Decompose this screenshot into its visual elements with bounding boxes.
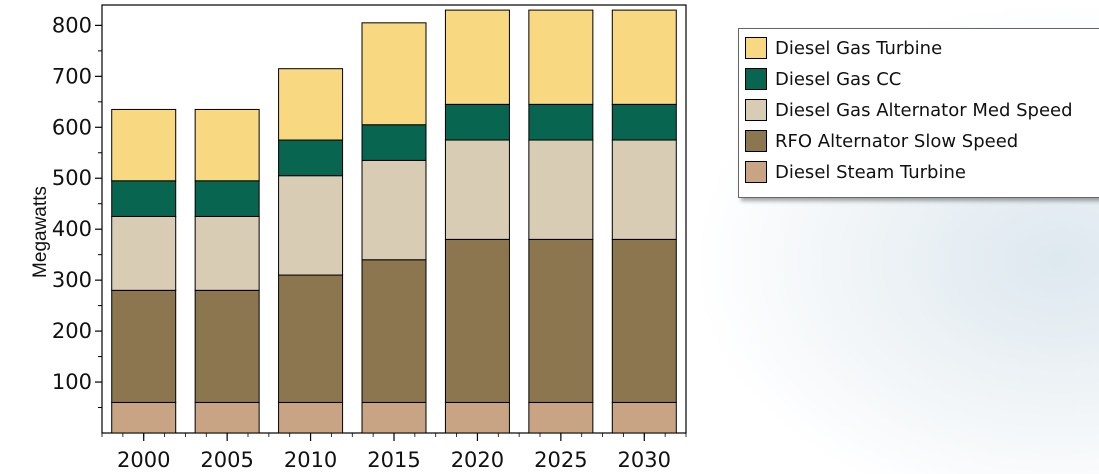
y-tick-label: 700 <box>52 64 92 88</box>
y-tick-label: 800 <box>52 13 92 37</box>
bar-segment <box>111 108 177 182</box>
x-tick-label: 2010 <box>284 448 337 472</box>
legend-item: RFO Alternator Slow Speed <box>745 128 1018 154</box>
bar-segment <box>194 401 260 434</box>
legend-item: Diesel Gas Turbine <box>745 35 942 61</box>
bars <box>111 9 677 434</box>
bar-segment <box>528 9 594 105</box>
bar-segment <box>111 215 177 291</box>
stacked-bar-chart: 100 200 300 400 500 600 700 800 2000 2005 2010 201… <box>30 4 687 472</box>
legend-label: Diesel Steam Turbine <box>775 161 966 183</box>
bar-segment <box>361 401 427 434</box>
x-tick-label: 2000 <box>117 448 170 472</box>
bar-segment <box>444 139 510 240</box>
legend: Diesel Gas Turbine Diesel Gas CC Diesel Ga… <box>738 28 1099 198</box>
bar-segment <box>278 274 344 403</box>
legend-item: Diesel Gas CC <box>745 66 901 92</box>
bar-segment <box>611 103 677 141</box>
legend-item: Diesel Gas Alternator Med Speed <box>745 97 1073 123</box>
bar-segment <box>111 289 177 403</box>
bar-segment <box>611 139 677 240</box>
bar-segment <box>194 108 260 182</box>
bar-segment <box>278 175 344 276</box>
bar-segment <box>611 238 677 403</box>
bar-segment <box>278 139 344 177</box>
bar-segment <box>111 180 177 217</box>
legend-label: Diesel Gas Turbine <box>775 37 943 59</box>
y-tick-label: 500 <box>52 166 92 190</box>
bar-segment <box>194 289 260 403</box>
legend-swatch <box>745 68 767 90</box>
bar-segment <box>611 401 677 434</box>
bar-segment <box>444 103 510 141</box>
bar-segment <box>278 68 344 141</box>
legend-swatch <box>745 161 767 183</box>
x-axis-ticks: 2000 2005 2010 2015 2020 2025 2030 <box>101 433 687 472</box>
y-tick-label: 600 <box>52 115 92 139</box>
y-tick-label: 200 <box>52 319 92 343</box>
y-tick-label: 300 <box>52 268 92 292</box>
bar-segment <box>361 22 427 126</box>
x-tick-label: 2030 <box>618 448 671 472</box>
bar-segment <box>361 259 427 403</box>
y-tick-label: 100 <box>52 370 92 394</box>
legend-item: Diesel Steam Turbine <box>745 159 966 185</box>
bar-segment <box>444 401 510 434</box>
bar-segment <box>528 139 594 240</box>
legend-swatch <box>745 99 767 121</box>
legend-swatch <box>745 37 767 59</box>
y-axis-label: Megawatts <box>30 186 51 278</box>
bar-segment <box>444 9 510 105</box>
x-tick-label: 2005 <box>200 448 253 472</box>
bar-segment <box>361 124 427 161</box>
bar-segment <box>528 238 594 403</box>
bar-segment <box>611 9 677 105</box>
bar-segment <box>194 180 260 217</box>
bar-segment <box>528 103 594 141</box>
bar-segment <box>361 159 427 261</box>
x-tick-label: 2015 <box>367 448 420 472</box>
x-tick-label: 2025 <box>534 448 587 472</box>
y-axis-ticks: 100 200 300 400 500 600 700 800 <box>52 13 102 409</box>
y-tick-label: 400 <box>52 217 92 241</box>
x-tick-label: 2020 <box>451 448 504 472</box>
bar-segment <box>111 401 177 434</box>
bar-segment <box>444 238 510 403</box>
legend-label: RFO Alternator Slow Speed <box>775 130 1019 152</box>
legend-label: Diesel Gas Alternator Med Speed <box>775 99 1073 121</box>
legend-swatch <box>745 130 767 152</box>
bar-segment <box>278 401 344 434</box>
legend-label: Diesel Gas CC <box>775 68 902 90</box>
bar-segment <box>528 401 594 434</box>
bar-segment <box>194 215 260 291</box>
